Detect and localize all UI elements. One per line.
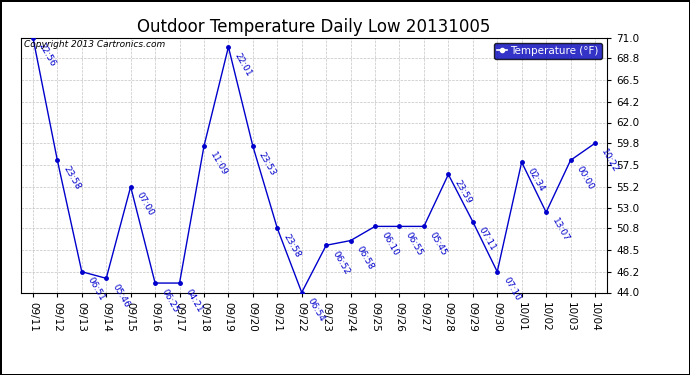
Text: 06:55: 06:55 bbox=[404, 231, 424, 258]
Text: 04:21: 04:21 bbox=[184, 287, 204, 314]
Text: 23:58: 23:58 bbox=[282, 232, 302, 259]
Text: 06:51: 06:51 bbox=[86, 276, 107, 303]
Text: 00:00: 00:00 bbox=[575, 165, 595, 191]
Text: 23:59: 23:59 bbox=[453, 178, 473, 206]
Text: 07:00: 07:00 bbox=[135, 191, 155, 218]
Text: 22:56: 22:56 bbox=[37, 42, 58, 68]
Text: 11:09: 11:09 bbox=[208, 150, 229, 177]
Text: 23:53: 23:53 bbox=[257, 150, 277, 177]
Legend: Temperature (°F): Temperature (°F) bbox=[494, 43, 602, 59]
Text: 06:10: 06:10 bbox=[380, 231, 400, 258]
Text: 23:58: 23:58 bbox=[61, 165, 82, 191]
Text: 05:45: 05:45 bbox=[428, 231, 448, 257]
Text: 06:52: 06:52 bbox=[331, 249, 351, 276]
Text: 06:54: 06:54 bbox=[306, 297, 326, 324]
Text: Copyright 2013 Cartronics.com: Copyright 2013 Cartronics.com bbox=[23, 40, 165, 49]
Text: 02:34: 02:34 bbox=[526, 166, 546, 193]
Text: 13:07: 13:07 bbox=[550, 216, 571, 243]
Text: 10:22: 10:22 bbox=[599, 147, 620, 174]
Text: 07:10: 07:10 bbox=[502, 276, 522, 303]
Text: 06:58: 06:58 bbox=[355, 245, 375, 272]
Title: Outdoor Temperature Daily Low 20131005: Outdoor Temperature Daily Low 20131005 bbox=[137, 18, 491, 36]
Text: 22:01: 22:01 bbox=[233, 51, 253, 78]
Text: 07:11: 07:11 bbox=[477, 226, 497, 253]
Text: 06:25: 06:25 bbox=[159, 287, 180, 314]
Text: 05:46: 05:46 bbox=[110, 282, 131, 309]
